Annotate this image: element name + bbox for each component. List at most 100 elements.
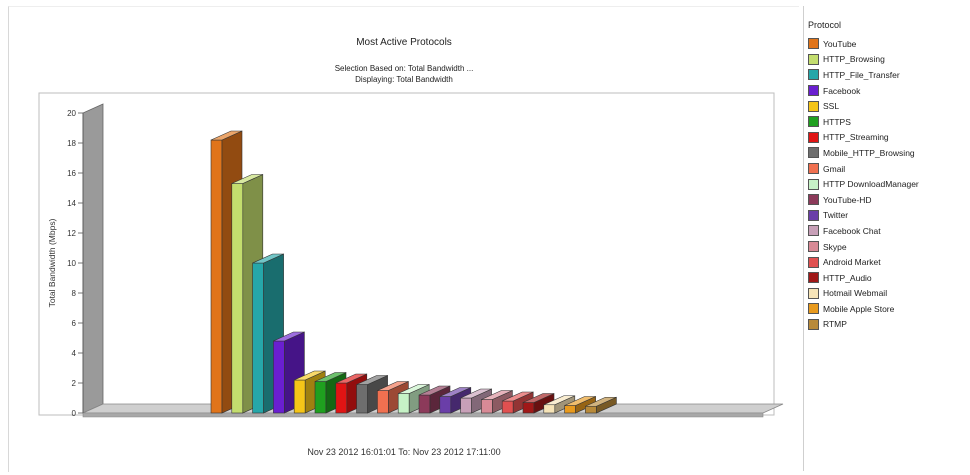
bar-android-market [501, 400, 514, 414]
bar-top [398, 384, 430, 394]
y-tick-label: 14 [67, 199, 76, 208]
legend-item: Android Market [808, 254, 919, 270]
bar-top [460, 388, 492, 399]
plot-area-border [38, 92, 775, 416]
y-tick-label: 2 [72, 379, 77, 388]
legend-swatch [808, 85, 819, 97]
bar-gmail [377, 390, 389, 414]
bar-top [273, 331, 305, 342]
legend-swatch [808, 318, 819, 330]
legend-item: Gmail [808, 161, 919, 177]
bar-http-streaming [335, 382, 348, 414]
legend-item: Hotmail Webmail [808, 286, 919, 302]
legend-label: Android Market [823, 257, 881, 268]
legend-item: SSL [808, 98, 919, 114]
legend-swatch [808, 303, 819, 315]
bar-top [356, 375, 388, 385]
legend-swatch [808, 209, 819, 221]
legend-item: HTTP_Audio [808, 270, 919, 286]
y-tick-label: 20 [67, 109, 76, 118]
bar-top [314, 372, 347, 382]
legend-label: Skype [823, 241, 847, 252]
legend-swatch [808, 241, 819, 253]
bar-youtube-hd [418, 394, 431, 414]
bar-http-audio [522, 402, 535, 414]
legend-swatch [808, 287, 819, 299]
bar-facebook [273, 340, 285, 414]
bar-http-downloadmanager [397, 393, 410, 414]
bar-skype [481, 399, 493, 414]
legend-label: HTTP_Streaming [823, 132, 889, 143]
legend-panel: Protocol YouTube HTTP_Browsing HTTP_File_T… [803, 6, 968, 471]
legend-label: HTTP_File_Transfer [823, 69, 900, 80]
legend-label: Twitter [823, 210, 849, 221]
bar-ssl [293, 379, 306, 414]
bar-http-browsing [231, 183, 244, 414]
legend-label: Mobile Apple Store [823, 303, 895, 314]
date-range: Nov 23 2012 16:01:01 To: Nov 23 2012 17:… [307, 447, 501, 457]
bar-top [502, 391, 534, 402]
legend-label: Gmail [823, 163, 846, 174]
y-axis-label: Total Bandwidth (Mbps) [47, 218, 57, 307]
chart-subtitle-selection: Selection Based on: Total Bandwidth ... [334, 64, 474, 73]
legend-label: RTMP [823, 319, 847, 330]
legend-item: HTTPS [808, 114, 919, 130]
bar-mobile-http-browsing [356, 384, 368, 414]
bar-top [543, 395, 575, 406]
bar-top [252, 253, 284, 264]
legend-label: HTTP DownloadManager [823, 179, 919, 190]
legend-item: RTMP [808, 317, 919, 333]
bar-chart: 0 2 4 6 8 10 12 14 16 18 20 Total Bandwidth (Mbps) [38, 92, 784, 418]
legend-item: Mobile Apple Store [808, 301, 919, 317]
legend-list: YouTube HTTP_Browsing HTTP_File_Transfer Fa… [808, 36, 919, 332]
y-tick-label: 4 [72, 349, 77, 358]
bar-rtmp [585, 405, 597, 414]
bar-hotmail-webmail [543, 404, 556, 414]
legend-label: YouTube-HD [823, 194, 872, 205]
legend-item: Facebook [808, 83, 919, 99]
y-tick-label: 6 [72, 319, 77, 328]
legend-swatch [808, 116, 819, 128]
y-tick-label: 18 [67, 139, 76, 148]
bar-top [585, 396, 617, 407]
bar-top [564, 396, 596, 406]
legend-label: Hotmail Webmail [823, 288, 888, 299]
legend-item: Twitter [808, 208, 919, 224]
legend-item: HTTP_Browsing [808, 52, 919, 68]
legend-swatch [808, 69, 819, 81]
legend-swatch [808, 147, 819, 159]
legend-item: Mobile_HTTP_Browsing [808, 145, 919, 161]
legend-item: YouTube [808, 36, 919, 52]
legend-label: SSL [823, 101, 840, 112]
legend-swatch [808, 53, 819, 65]
bar-https [314, 381, 327, 414]
legend-swatch [808, 100, 819, 112]
bar-youtube [210, 139, 223, 414]
legend-label: Facebook [823, 85, 861, 96]
legend-item: HTTP DownloadManager [808, 176, 919, 192]
bar-top [210, 130, 243, 141]
bar-top [481, 390, 513, 400]
y-tick-label: 16 [67, 169, 76, 178]
bar-top [522, 393, 555, 403]
legend-swatch [808, 225, 819, 237]
legend-swatch [808, 131, 819, 143]
y-tick-label: 8 [72, 289, 77, 298]
bar-twitter [439, 396, 452, 414]
chart-title: Most Active Protocols [356, 37, 452, 48]
bar-facebook-chat [460, 397, 472, 414]
bar-top [335, 373, 367, 384]
legend-swatch [808, 38, 819, 50]
bar-top [418, 385, 451, 396]
legend-swatch [808, 256, 819, 268]
legend-item: HTTP_Streaming [808, 130, 919, 146]
bar-mobile-apple-store [564, 405, 576, 414]
legend-item: Skype [808, 239, 919, 255]
legend-swatch [808, 272, 819, 284]
y-tick-label: 10 [67, 259, 76, 268]
bar-top [294, 370, 326, 381]
bar-http-file-transfer [252, 262, 264, 414]
legend-label: HTTP_Audio [823, 272, 872, 283]
legend-item: YouTube-HD [808, 192, 919, 208]
